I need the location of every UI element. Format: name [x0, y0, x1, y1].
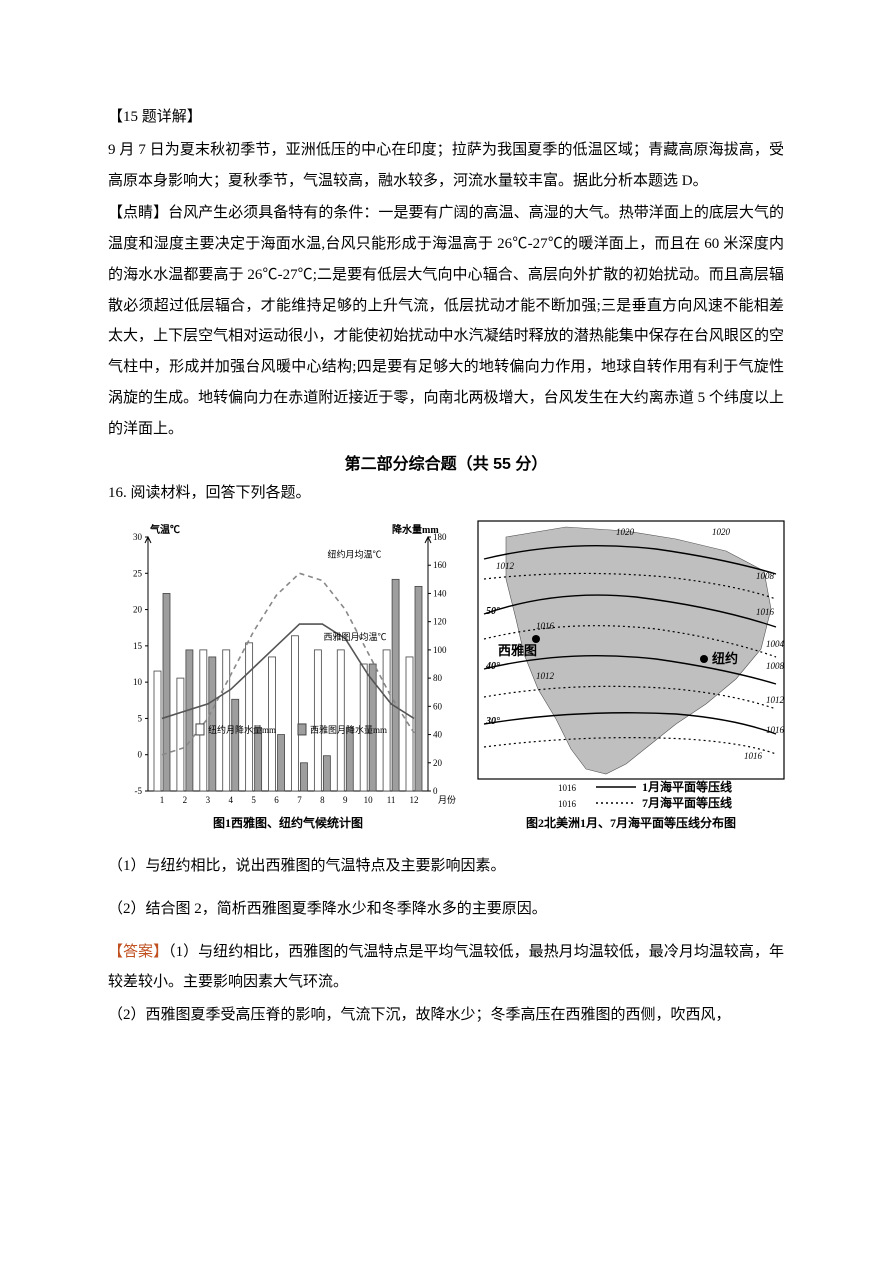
- svg-text:4: 4: [228, 795, 233, 805]
- svg-text:12: 12: [410, 795, 419, 805]
- section-title: 第二部分综合题（共 55 分）: [108, 450, 784, 474]
- svg-text:140: 140: [433, 588, 447, 598]
- svg-text:5: 5: [251, 795, 256, 805]
- svg-text:1012: 1012: [766, 695, 785, 705]
- svg-text:纽约: 纽约: [712, 651, 738, 666]
- q16-sub2: （2）结合图 2，简析西雅图夏季降水少和冬季降水多的主要原因。: [108, 894, 784, 925]
- svg-text:30: 30: [133, 532, 143, 542]
- svg-text:6: 6: [274, 795, 279, 805]
- svg-text:图1西雅图、纽约气候统计图: 图1西雅图、纽约气候统计图: [213, 815, 363, 830]
- svg-text:1016: 1016: [744, 751, 763, 761]
- svg-text:25: 25: [133, 568, 143, 578]
- tip-para: 【点睛】台风产生必须具备特有的条件：一是要有广阔的高温、高湿的大气。热带洋面上的…: [108, 198, 784, 444]
- svg-text:1016: 1016: [558, 783, 577, 793]
- svg-text:40: 40: [433, 730, 443, 740]
- svg-text:20: 20: [133, 605, 143, 615]
- svg-text:纽约月均温℃: 纽约月均温℃: [327, 548, 381, 559]
- svg-text:1016: 1016: [558, 799, 577, 809]
- svg-text:图2北美洲1月、7月海平面等压线分布图: 图2北美洲1月、7月海平面等压线分布图: [526, 815, 736, 830]
- svg-text:1月海平面等压线: 1月海平面等压线: [642, 779, 732, 794]
- svg-text:3: 3: [206, 795, 211, 805]
- svg-text:11: 11: [387, 795, 396, 805]
- q16-answer2: （2）西雅图夏季受高压脊的影响，气流下沉，故降水少；冬季高压在西雅图的西侧，吹西…: [108, 1000, 784, 1031]
- svg-text:100: 100: [433, 645, 447, 655]
- svg-text:1020: 1020: [712, 527, 731, 537]
- figure-2: 50° 40° 30° 1020 1020 1012 1008 1016 1004 1008 101…: [476, 519, 786, 839]
- svg-text:1012: 1012: [496, 561, 515, 571]
- answer1-text: （1）与纽约相比，西雅图的气温特点是平均气温较低，最热月均温较低，最冷月均温较高…: [108, 944, 784, 991]
- svg-text:40°: 40°: [485, 661, 500, 672]
- svg-text:10: 10: [364, 795, 374, 805]
- q15-title: 【15 题详解】: [108, 102, 784, 133]
- svg-text:0: 0: [138, 750, 143, 760]
- tip-body: 台风产生必须具备特有的条件：一是要有广阔的高温、高湿的大气。热带洋面上的底层大气…: [108, 205, 784, 436]
- figure-1: 气温℃降水量mm-5051015202530020406080100120140…: [108, 519, 468, 839]
- svg-text:1016: 1016: [766, 725, 785, 735]
- svg-text:50°: 50°: [486, 606, 500, 617]
- svg-text:气温℃: 气温℃: [149, 523, 180, 536]
- svg-text:1016: 1016: [756, 607, 775, 617]
- svg-text:30°: 30°: [485, 716, 500, 727]
- tip-title: 【点睛】: [108, 205, 168, 221]
- svg-text:10: 10: [133, 677, 143, 687]
- svg-text:160: 160: [433, 560, 447, 570]
- svg-text:西雅图月均温℃: 西雅图月均温℃: [323, 631, 386, 642]
- svg-text:1008: 1008: [766, 661, 785, 671]
- svg-text:80: 80: [433, 673, 443, 683]
- figures-row: 气温℃降水量mm-5051015202530020406080100120140…: [108, 519, 784, 839]
- svg-text:1016: 1016: [536, 621, 555, 631]
- q16-answer1: 【答案】（1）与纽约相比，西雅图的气温特点是平均气温较低，最热月均温较低，最冷月…: [108, 937, 784, 999]
- svg-text:20: 20: [433, 758, 443, 768]
- svg-text:2: 2: [183, 795, 188, 805]
- svg-text:-5: -5: [135, 786, 143, 796]
- svg-text:8: 8: [320, 795, 325, 805]
- svg-text:1020: 1020: [616, 527, 635, 537]
- svg-text:7: 7: [297, 795, 302, 805]
- svg-text:15: 15: [133, 641, 143, 651]
- svg-text:7月海平面等压线: 7月海平面等压线: [642, 795, 732, 810]
- svg-text:1: 1: [160, 795, 165, 805]
- q16-prompt: 16. 阅读材料，回答下列各题。: [108, 478, 784, 509]
- svg-text:西雅图: 西雅图: [498, 643, 537, 658]
- svg-text:1008: 1008: [756, 571, 775, 581]
- svg-text:1004: 1004: [766, 639, 785, 649]
- svg-text:月份: 月份: [438, 794, 456, 805]
- answer-label: 【答案】: [108, 944, 168, 960]
- q16-sub1: （1）与纽约相比，说出西雅图的气温特点及主要影响因素。: [108, 851, 784, 882]
- svg-text:西雅图月降水量mm: 西雅图月降水量mm: [310, 724, 387, 735]
- svg-text:180: 180: [433, 532, 447, 542]
- svg-text:纽约月降水量mm: 纽约月降水量mm: [208, 724, 276, 735]
- svg-text:60: 60: [433, 701, 443, 711]
- svg-text:120: 120: [433, 617, 447, 627]
- q15-body: 9 月 7 日为夏末秋初季节，亚洲低压的中心在印度；拉萨为我国夏季的低温区域；青…: [108, 135, 784, 197]
- svg-text:5: 5: [138, 713, 143, 723]
- svg-text:1012: 1012: [536, 671, 555, 681]
- svg-text:9: 9: [343, 795, 348, 805]
